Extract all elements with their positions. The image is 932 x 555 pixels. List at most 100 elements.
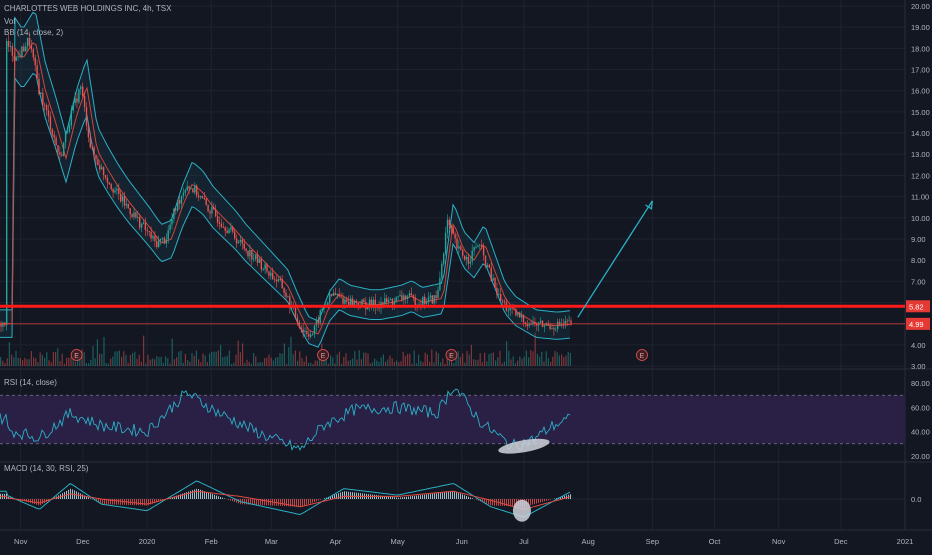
volume-bar	[249, 362, 250, 366]
candle-body	[333, 293, 334, 296]
volume-bar	[530, 350, 531, 366]
macd-histogram-bar	[442, 493, 443, 499]
volume-bar	[504, 362, 505, 366]
volume-bar	[255, 357, 256, 366]
candle-body	[485, 255, 486, 266]
candle-body	[502, 301, 503, 302]
volume-bar	[99, 354, 100, 366]
candle-body	[264, 264, 265, 269]
candle-body	[228, 230, 229, 233]
candle-body	[437, 290, 438, 298]
candle-body	[109, 183, 110, 185]
volume-bar	[471, 345, 472, 366]
volume-bar	[224, 357, 225, 366]
macd-histogram-bar	[340, 493, 341, 499]
volume-bar	[524, 357, 525, 366]
macd-histogram-bar	[458, 493, 459, 499]
volume-bar	[290, 337, 291, 366]
macd-histogram-bar	[224, 498, 225, 499]
candle-body	[19, 56, 20, 57]
candle-body	[282, 279, 283, 288]
candle-body	[187, 186, 188, 190]
candle-body	[483, 247, 484, 256]
candle-body	[99, 165, 100, 169]
candle-body	[179, 200, 180, 204]
candle-body	[80, 87, 81, 90]
price-tick-label: 9.00	[911, 235, 926, 244]
price-tick-label: 3.00	[911, 362, 926, 371]
projection-arrow	[578, 201, 653, 317]
macd-histogram-bar	[504, 499, 505, 506]
candle-body	[38, 79, 39, 94]
macd-histogram-bar	[134, 499, 135, 505]
candle-body	[160, 239, 161, 241]
candle-body	[116, 189, 117, 191]
macd-histogram-bar	[206, 492, 207, 499]
volume-bar	[519, 356, 520, 366]
candle-body	[491, 268, 492, 281]
candle-body	[73, 103, 74, 110]
macd-histogram-bar	[214, 495, 215, 499]
volume-bar	[453, 363, 454, 366]
macd-histogram-bar	[228, 499, 229, 500]
candle-body	[551, 328, 552, 329]
volume-bar	[48, 360, 49, 366]
candle-body	[428, 297, 429, 302]
candle-body	[515, 309, 516, 315]
volume-bar	[24, 358, 25, 366]
candle-body	[449, 220, 450, 226]
volume-bar	[2, 361, 3, 366]
price-tick-label: 15.00	[911, 108, 930, 117]
candle-body	[8, 41, 9, 47]
macd-histogram-bar	[414, 496, 415, 499]
macd-histogram-bar	[188, 492, 189, 499]
macd-histogram-bar	[222, 498, 223, 499]
candle-body	[314, 325, 315, 334]
candle-body	[147, 230, 148, 231]
macd-histogram-bar	[136, 499, 137, 505]
volume-bar	[88, 363, 89, 366]
volume-bar	[563, 357, 564, 366]
candle-body	[327, 303, 328, 305]
macd-histogram-bar	[400, 497, 401, 499]
volume-bar	[158, 357, 159, 366]
volume-bar	[392, 358, 393, 366]
volume-bar	[521, 359, 522, 366]
candle-body	[405, 295, 406, 298]
volume-bar	[275, 358, 276, 366]
candle-body	[126, 204, 127, 206]
candle-body	[453, 228, 454, 234]
candle-body	[21, 46, 22, 57]
macd-histogram-bar	[270, 499, 271, 505]
volume-bar	[477, 360, 478, 366]
macd-histogram-bar	[410, 496, 411, 499]
candle-body	[306, 331, 307, 334]
volume-bar	[378, 362, 379, 366]
volume-bar	[95, 358, 96, 366]
volume-bar	[42, 355, 43, 366]
time-tick-label: Mar	[265, 537, 278, 546]
macd-histogram-bar	[454, 491, 455, 499]
macd-histogram-bar	[120, 499, 121, 505]
volume-bar	[123, 351, 124, 366]
volume-bar	[86, 363, 87, 366]
volume-bar	[90, 360, 91, 366]
volume-bar	[205, 355, 206, 366]
candle-body	[143, 223, 144, 224]
price-tick-label: 17.00	[911, 66, 930, 75]
volume-bar	[356, 360, 357, 366]
volume-bar	[172, 339, 173, 366]
volume-bar	[284, 343, 285, 366]
volume-bar	[15, 351, 16, 366]
macd-histogram-bar	[548, 499, 549, 500]
volume-bar	[365, 353, 366, 366]
candle-body	[23, 46, 24, 51]
macd-histogram-bar	[392, 497, 393, 499]
macd-histogram-bar	[230, 499, 231, 501]
volume-bar	[68, 358, 69, 366]
candle-body	[181, 196, 182, 204]
macd-histogram-bar	[354, 492, 355, 499]
candle-body	[407, 297, 408, 299]
